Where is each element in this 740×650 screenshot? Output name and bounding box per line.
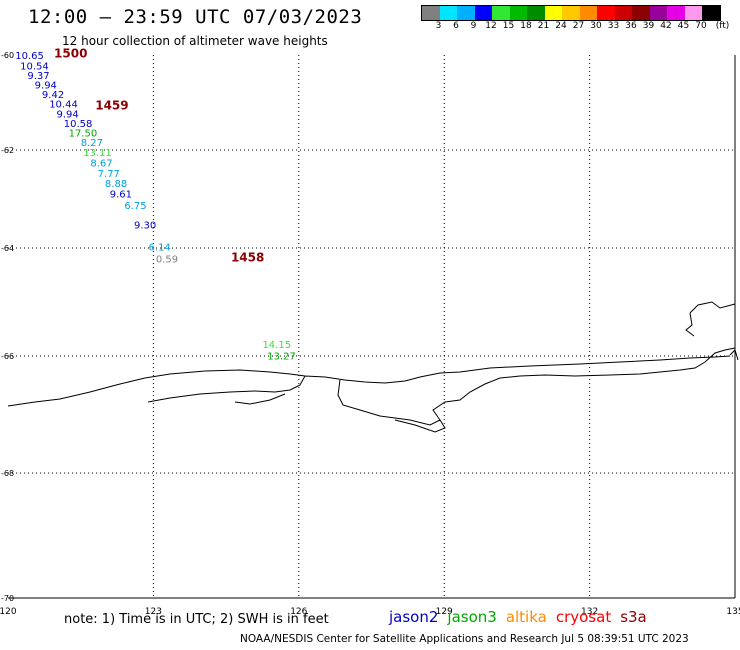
legend-label: 45 — [677, 21, 690, 31]
legend-swatch — [597, 6, 615, 20]
legend-label: 24 — [555, 21, 567, 31]
footer-note: note: 1) Time is in UTC; 2) SWH is in fe… — [64, 612, 329, 627]
lat-tick-label: -60 — [1, 51, 14, 60]
legend-swatch — [702, 6, 720, 20]
legend-swatch — [474, 6, 492, 20]
time-labels: 1500 1459 1458 — [54, 46, 264, 264]
wave-height-label: 10.65 — [15, 51, 44, 62]
legend-label: 21 — [537, 21, 550, 31]
lat-tick-label: -64 — [1, 244, 14, 253]
lat-tick-label: -68 — [1, 469, 14, 478]
legend-label: 15 — [502, 21, 515, 31]
time-label: 1459 — [95, 99, 128, 113]
legend-swatch — [492, 6, 510, 20]
wave-height-label: 8.88 — [105, 179, 127, 190]
wave-height-label: 6.75 — [124, 201, 146, 212]
legend-label: 30 — [590, 21, 602, 31]
wave-height-observations: 10.6510.549.379.949.4210.449.9410.5817.5… — [15, 51, 296, 363]
map-subtitle: 12 hour collection of altimeter wave hei… — [62, 34, 328, 48]
legend-label: 18 — [520, 21, 532, 31]
wave-height-label: 17.50 — [69, 129, 98, 140]
legend-swatch — [544, 6, 562, 20]
satellite-jason3: jason3 — [447, 608, 497, 626]
legend-label: (ft) — [715, 21, 730, 31]
lon-tick-label: 126 — [290, 607, 307, 617]
lon-tick-label: 120 — [0, 607, 17, 617]
wave-height-label: 9.94 — [35, 80, 57, 91]
legend-swatch — [684, 6, 702, 20]
wave-height-label: 0.59 — [156, 255, 178, 266]
wave-height-label: 9.61 — [110, 190, 132, 201]
latitude-labels: -60 -62 -64 -66 -68 -70 — [1, 51, 14, 603]
lon-tick-label: 123 — [145, 607, 162, 617]
lon-tick-label: 135 — [726, 607, 740, 617]
map-title: 12:00 – 23:59 UTC 07/03/2023 — [28, 6, 363, 28]
wave-height-label: 6.14 — [149, 243, 171, 254]
color-legend — [421, 5, 721, 21]
legend-swatch — [649, 6, 667, 20]
time-label: 1500 — [54, 46, 87, 60]
time-label: 1458 — [231, 251, 264, 265]
satellite-altika: altika — [505, 608, 547, 626]
legend-label: 12 — [485, 21, 497, 31]
legend-label: 70 — [695, 21, 707, 31]
wave-height-label: 13.11 — [83, 148, 112, 159]
legend-swatch — [439, 6, 457, 20]
lat-tick-label: -66 — [1, 352, 14, 361]
satellite-cryosat: cryosat — [555, 608, 612, 626]
legend-swatch — [457, 6, 475, 20]
wave-height-label: 10.44 — [49, 99, 78, 110]
antarctic-coastline — [7, 301, 739, 433]
legend-swatch — [422, 6, 440, 20]
longitude-labels: 120 123 126 129 132 135 — [0, 607, 740, 617]
wave-height-label: 9.42 — [42, 90, 64, 101]
legend-swatch — [509, 6, 527, 20]
lat-tick-label: -70 — [1, 594, 14, 603]
lon-tick-label: 132 — [581, 607, 598, 617]
wave-height-label: 13.27 — [267, 352, 296, 363]
footer-credit: NOAA/NESDIS Center for Satellite Applica… — [240, 633, 689, 645]
lon-tick-label: 129 — [436, 607, 453, 617]
graticule — [8, 55, 735, 598]
lat-tick-label: -62 — [1, 146, 14, 155]
wave-height-label: 14.15 — [262, 340, 291, 351]
wave-height-label: 8.27 — [81, 138, 103, 149]
legend-swatch — [579, 6, 597, 20]
wave-height-label: 9.30 — [134, 220, 156, 231]
legend-label: 33 — [607, 21, 620, 31]
legend-swatch — [667, 6, 685, 20]
legend-label: 36 — [625, 21, 637, 31]
legend-label: 9 — [470, 21, 477, 31]
satellite-s3a: s3a — [620, 608, 647, 626]
legend-swatch — [614, 6, 632, 20]
legend-label: 3 — [435, 21, 442, 31]
wave-height-label: 9.37 — [27, 71, 49, 82]
legend-swatch — [562, 6, 580, 20]
legend-swatch — [632, 6, 650, 20]
wave-height-label: 9.94 — [56, 110, 78, 121]
legend-label: 39 — [642, 21, 655, 31]
map-frame — [8, 55, 736, 599]
legend-swatch — [527, 6, 545, 20]
wave-height-label: 8.67 — [90, 159, 112, 170]
legend-label: 27 — [572, 21, 585, 31]
wave-height-label: 10.58 — [64, 119, 93, 130]
legend-label: 42 — [660, 21, 672, 31]
satellite-legend: jason2 jason3 altika cryosat s3a — [389, 608, 656, 626]
wave-height-label: 7.77 — [98, 169, 120, 180]
satellite-jason2: jason2 — [389, 608, 439, 626]
wave-height-label: 10.54 — [20, 61, 49, 72]
legend-label: 6 — [453, 21, 459, 31]
